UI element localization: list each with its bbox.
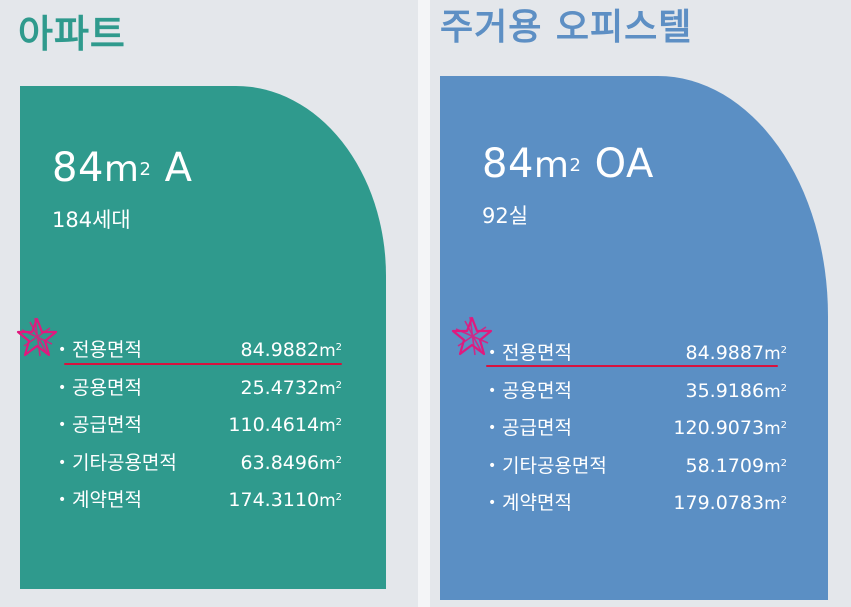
unit-count: 92실 (482, 204, 529, 228)
spec-value: 84.9882m2 (240, 339, 342, 361)
spec-value: 110.4614m2 (228, 414, 342, 436)
type-suffix: OA (594, 141, 654, 187)
apartment-panel: 아파트 84m2 A 184세대 • 전용면적 84.9882m2 • 공용면적… (0, 0, 418, 607)
type-unit-superscript: 2 (569, 155, 582, 176)
bullet-dot: • (488, 345, 497, 361)
spec-label: 계약면적 (502, 492, 572, 514)
spec-number: 84.9887 (685, 342, 765, 364)
spec-row-supply-area: • 공급면적 110.4614m2 (52, 411, 372, 449)
bullet-dot: • (58, 417, 67, 433)
spec-label: 기타공용면적 (502, 454, 607, 477)
officetel-card: 84m2 OA 92실 • 전용면적 84.9887m2 • 공용면적 35.9… (440, 76, 828, 600)
star-scribble-icon (16, 317, 58, 357)
spec-label: 계약면적 (72, 489, 142, 511)
type-suffix: A (164, 145, 193, 191)
spec-row-contract-area: • 계약면적 174.3110m2 (52, 486, 372, 524)
spec-row-supply-area: • 공급면적 120.9073m2 (482, 414, 817, 452)
spec-label: 전용면적 (72, 339, 142, 361)
spec-row-exclusive-area: • 전용면적 84.9887m2 (482, 339, 817, 377)
highlight-underline (486, 365, 778, 367)
type-unit: m (533, 145, 570, 186)
spec-value: 35.9186m2 (685, 379, 787, 402)
star-scribble-icon (451, 316, 493, 356)
spec-number: 174.3110 (228, 489, 320, 511)
household-count: 184세대 (52, 208, 131, 232)
spec-label: 기타공용면적 (72, 451, 177, 474)
bullet-dot: • (488, 382, 497, 399)
spec-value: 58.1709m2 (685, 454, 787, 477)
spec-number: 35.9186 (685, 379, 765, 402)
spec-row-other-common-area: • 기타공용면적 58.1709m2 (482, 452, 817, 490)
spec-label: 공급면적 (502, 417, 572, 439)
type-unit: m (103, 149, 140, 190)
apartment-card: 84m2 A 184세대 • 전용면적 84.9882m2 • 공용면적 25.… (16, 86, 386, 589)
bullet-dot: • (488, 420, 497, 436)
type-number: 84 (482, 141, 534, 187)
spec-row-common-area: • 공용면적 25.4732m2 (52, 374, 372, 412)
spec-number: 120.9073 (673, 417, 765, 439)
spec-number: 110.4614 (228, 414, 320, 436)
bullet-dot: • (58, 454, 67, 471)
spec-value: 120.9073m2 (673, 417, 787, 439)
spec-label: 전용면적 (502, 342, 572, 364)
spec-row-contract-area: • 계약면적 179.0783m2 (482, 489, 817, 527)
spec-number: 179.0783 (673, 492, 765, 514)
bullet-dot: • (488, 495, 497, 511)
officetel-type-name: 84m2 OA (482, 138, 654, 192)
spec-value: 84.9887m2 (685, 342, 787, 364)
bullet-dot: • (58, 492, 67, 508)
type-number: 84 (52, 145, 104, 191)
spec-value: 25.4732m2 (240, 376, 342, 399)
apartment-title: 아파트 (18, 12, 126, 56)
spec-value: 179.0783m2 (673, 492, 787, 514)
type-unit-superscript: 2 (139, 159, 152, 180)
spec-row-other-common-area: • 기타공용면적 63.8496m2 (52, 449, 372, 487)
spec-number: 84.9882 (240, 339, 320, 361)
spec-row-exclusive-area: • 전용면적 84.9882m2 (52, 336, 372, 374)
spec-value: 63.8496m2 (240, 451, 342, 474)
spec-label: 공급면적 (72, 414, 142, 436)
highlight-underline (64, 363, 342, 365)
spec-number: 58.1709 (685, 454, 765, 477)
officetel-title: 주거용 오피스텔 (440, 7, 693, 48)
spec-label: 공용면적 (72, 376, 142, 399)
spec-number: 63.8496 (240, 451, 320, 474)
area-spec-list: • 전용면적 84.9882m2 • 공용면적 25.4732m2 • 공급면적… (52, 336, 372, 524)
area-spec-list: • 전용면적 84.9887m2 • 공용면적 35.9186m2 • 공급면적… (482, 339, 817, 527)
bullet-dot: • (488, 457, 497, 474)
spec-row-common-area: • 공용면적 35.9186m2 (482, 377, 817, 415)
apartment-type-name: 84m2 A (52, 142, 193, 196)
spec-number: 25.4732 (240, 376, 320, 399)
bullet-dot: • (58, 379, 67, 396)
spec-value: 174.3110m2 (228, 489, 342, 511)
bullet-dot: • (58, 342, 67, 358)
spec-label: 공용면적 (502, 379, 572, 402)
officetel-panel: 주거용 오피스텔 84m2 OA 92실 • 전용면적 84.9887m2 • … (430, 0, 851, 607)
